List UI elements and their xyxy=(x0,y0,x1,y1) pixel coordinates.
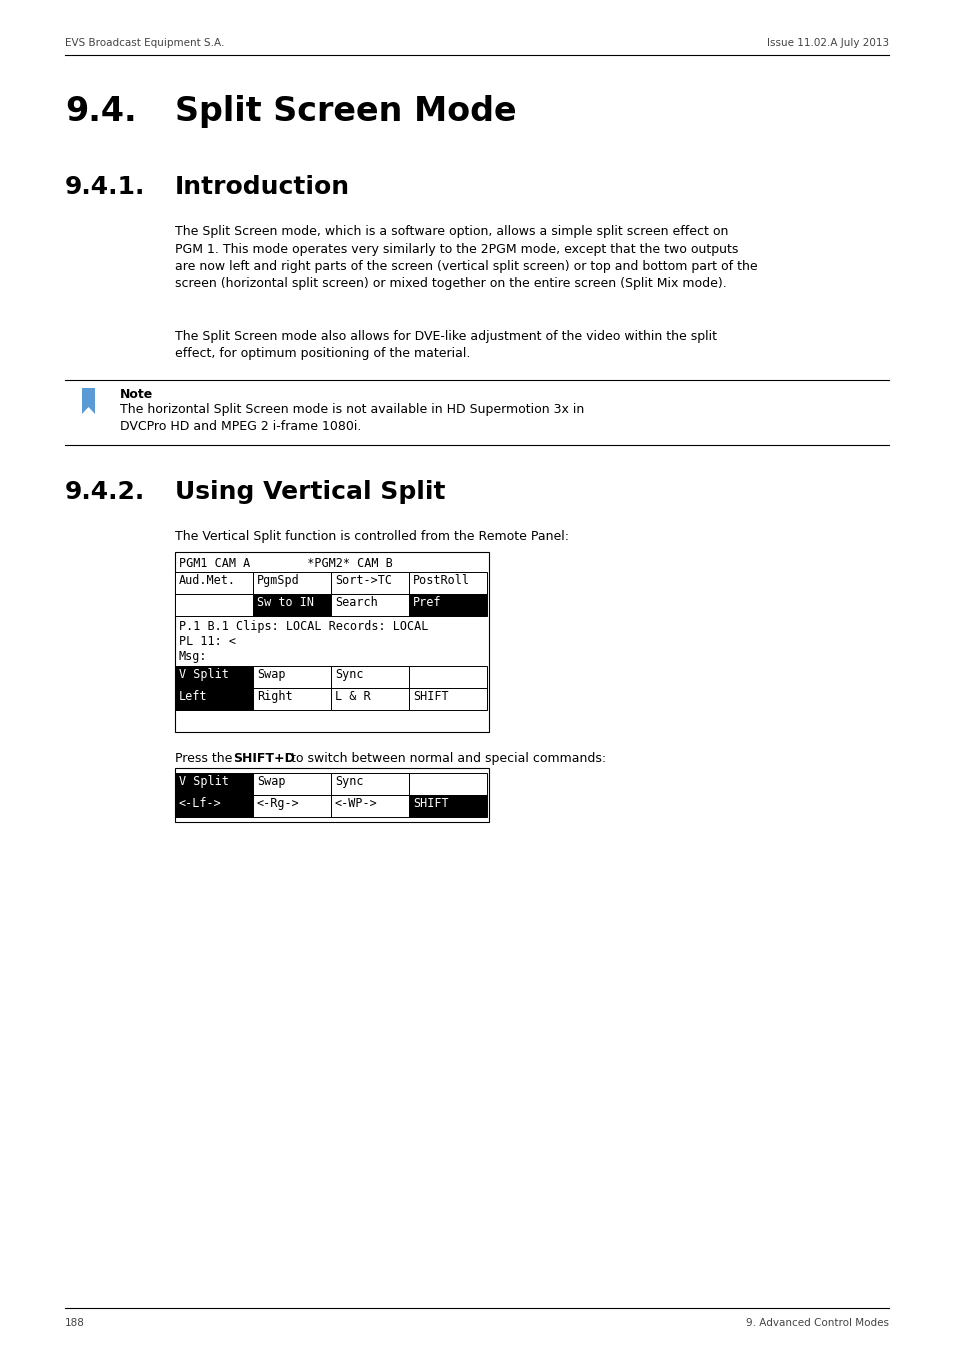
Text: Introduction: Introduction xyxy=(174,176,350,198)
Text: Right: Right xyxy=(256,690,293,703)
Text: Pref: Pref xyxy=(413,595,441,609)
Text: L & R: L & R xyxy=(335,690,370,703)
Text: PGM1 CAM A        *PGM2* CAM B: PGM1 CAM A *PGM2* CAM B xyxy=(179,558,393,570)
Text: to switch between normal and special commands:: to switch between normal and special com… xyxy=(287,752,605,765)
Text: Using Vertical Split: Using Vertical Split xyxy=(174,481,445,504)
Text: Swap: Swap xyxy=(256,775,285,788)
FancyBboxPatch shape xyxy=(331,688,409,710)
Text: Sw to IN: Sw to IN xyxy=(256,595,314,609)
FancyBboxPatch shape xyxy=(409,774,486,795)
FancyBboxPatch shape xyxy=(409,572,486,594)
Text: Sync: Sync xyxy=(335,668,363,680)
Text: Press the: Press the xyxy=(174,752,236,765)
Text: 9.4.2.: 9.4.2. xyxy=(65,481,145,504)
FancyBboxPatch shape xyxy=(253,572,331,594)
FancyBboxPatch shape xyxy=(174,795,253,817)
Text: PgmSpd: PgmSpd xyxy=(256,574,299,587)
Text: EVS Broadcast Equipment S.A.: EVS Broadcast Equipment S.A. xyxy=(65,38,224,49)
Text: SHIFT+D: SHIFT+D xyxy=(233,752,294,765)
FancyBboxPatch shape xyxy=(253,774,331,795)
FancyBboxPatch shape xyxy=(253,666,331,688)
FancyBboxPatch shape xyxy=(174,666,253,688)
Text: PL 11: <: PL 11: < xyxy=(179,634,235,648)
Text: 9.4.: 9.4. xyxy=(65,95,136,128)
Text: 9.4.1.: 9.4.1. xyxy=(65,176,145,198)
Text: SHIFT: SHIFT xyxy=(413,690,448,703)
Text: The Split Screen mode also allows for DVE-like adjustment of the video within th: The Split Screen mode also allows for DV… xyxy=(174,329,717,360)
FancyBboxPatch shape xyxy=(409,666,486,688)
Text: The Vertical Split function is controlled from the Remote Panel:: The Vertical Split function is controlle… xyxy=(174,531,568,543)
FancyBboxPatch shape xyxy=(331,594,409,616)
Text: The horizontal Split Screen mode is not available in HD Supermotion 3x in
DVCPro: The horizontal Split Screen mode is not … xyxy=(120,404,583,433)
FancyBboxPatch shape xyxy=(409,795,486,817)
Text: <-Rg->: <-Rg-> xyxy=(256,796,299,810)
Text: Swap: Swap xyxy=(256,668,285,680)
Text: 9. Advanced Control Modes: 9. Advanced Control Modes xyxy=(745,1318,888,1328)
Polygon shape xyxy=(82,387,95,414)
Text: <-WP->: <-WP-> xyxy=(335,796,377,810)
FancyBboxPatch shape xyxy=(174,552,489,732)
Text: Left: Left xyxy=(179,690,208,703)
Text: P.1 B.1 Clips: LOCAL Records: LOCAL: P.1 B.1 Clips: LOCAL Records: LOCAL xyxy=(179,620,428,633)
FancyBboxPatch shape xyxy=(409,594,486,616)
Text: Note: Note xyxy=(120,387,153,401)
Text: PostRoll: PostRoll xyxy=(413,574,470,587)
Text: Aud.Met.: Aud.Met. xyxy=(179,574,235,587)
Text: 188: 188 xyxy=(65,1318,85,1328)
FancyBboxPatch shape xyxy=(409,688,486,710)
Text: Sync: Sync xyxy=(335,775,363,788)
FancyBboxPatch shape xyxy=(253,795,331,817)
Text: Issue 11.02.A July 2013: Issue 11.02.A July 2013 xyxy=(766,38,888,49)
Text: V Split: V Split xyxy=(179,775,229,788)
Text: The Split Screen mode, which is a software option, allows a simple split screen : The Split Screen mode, which is a softwa… xyxy=(174,225,757,290)
FancyBboxPatch shape xyxy=(174,594,253,616)
Text: V Split: V Split xyxy=(179,668,229,680)
Text: SHIFT: SHIFT xyxy=(413,796,448,810)
FancyBboxPatch shape xyxy=(331,795,409,817)
FancyBboxPatch shape xyxy=(253,688,331,710)
FancyBboxPatch shape xyxy=(253,594,331,616)
Text: Split Screen Mode: Split Screen Mode xyxy=(174,95,517,128)
Text: Sort->TC: Sort->TC xyxy=(335,574,392,587)
FancyBboxPatch shape xyxy=(174,688,253,710)
FancyBboxPatch shape xyxy=(331,666,409,688)
Text: <-Lf->: <-Lf-> xyxy=(179,796,221,810)
Text: Msg:: Msg: xyxy=(179,649,208,663)
FancyBboxPatch shape xyxy=(331,572,409,594)
FancyBboxPatch shape xyxy=(174,572,253,594)
FancyBboxPatch shape xyxy=(174,768,489,822)
FancyBboxPatch shape xyxy=(331,774,409,795)
Text: Search: Search xyxy=(335,595,377,609)
FancyBboxPatch shape xyxy=(174,774,253,795)
